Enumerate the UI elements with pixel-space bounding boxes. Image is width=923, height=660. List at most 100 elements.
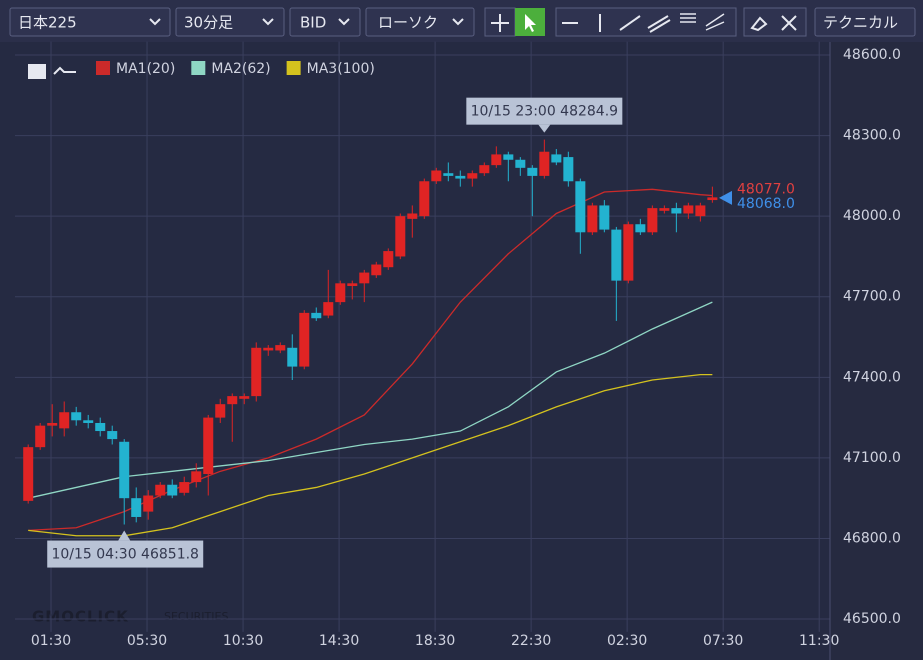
candle-body <box>239 396 250 399</box>
candle-body <box>227 396 238 405</box>
timeframe-text: 30分足 <box>184 14 233 32</box>
candle-body <box>527 167 538 176</box>
candle-body <box>335 283 346 303</box>
candle-body <box>635 224 646 233</box>
candle-body <box>407 213 418 219</box>
candle-body <box>179 482 190 493</box>
candle-body <box>587 205 598 233</box>
candle-body <box>359 272 370 284</box>
candle-body <box>263 347 274 351</box>
x-tick-label: 02:30 <box>607 633 647 649</box>
candle-body <box>347 283 358 287</box>
candle-body <box>143 495 154 512</box>
candle-body <box>479 165 490 174</box>
candle-body <box>671 208 682 214</box>
y-tick-label: 47400.0 <box>843 369 901 385</box>
symbol-select[interactable]: 日本225 <box>9 7 171 37</box>
legend-swatch <box>96 61 110 75</box>
annotation-box <box>466 97 623 125</box>
candle-body <box>167 484 178 496</box>
x-tick-label: 11:30 <box>799 633 839 649</box>
candle-body <box>59 412 70 429</box>
candle-body <box>299 312 310 367</box>
style-text: ローソク <box>378 14 438 32</box>
candle-body <box>683 205 694 214</box>
technical-button[interactable]: テクニカル <box>814 7 916 37</box>
annotation-text: 10/15 23:00 48284.9 <box>471 104 619 120</box>
style-select[interactable]: ローソク <box>365 7 475 37</box>
candle-body <box>599 205 610 230</box>
candle-body <box>395 216 406 257</box>
candle-body <box>47 422 58 426</box>
timeframe-select[interactable]: 30分足 <box>175 7 285 37</box>
ma-line <box>28 301 713 499</box>
candle-body <box>191 471 202 483</box>
price-label: 48077.0 <box>737 181 795 197</box>
candle-body <box>443 173 454 176</box>
candle-body <box>119 441 130 499</box>
candle-body <box>611 229 622 281</box>
candle-body <box>419 181 430 217</box>
legend-label: MA1(20) <box>116 61 175 77</box>
candle-body <box>203 417 214 475</box>
candle-body <box>575 181 586 233</box>
candle-body <box>23 447 34 501</box>
candle-body <box>35 425 46 448</box>
candle-body <box>131 498 142 517</box>
candle-body <box>107 431 118 440</box>
y-tick-label: 46800.0 <box>843 530 901 546</box>
crosshair-button[interactable] <box>484 7 516 37</box>
candle-body <box>95 422 106 432</box>
candle-body <box>491 154 502 166</box>
candle-body <box>275 345 286 351</box>
legend-swatch <box>286 61 301 75</box>
x-tick-label: 10:30 <box>223 633 263 649</box>
candle-body <box>455 175 466 179</box>
candle-body <box>383 251 394 268</box>
draw-tools[interactable] <box>555 7 737 37</box>
legend-label: MA3(100) <box>307 61 375 77</box>
annotation-text: 10/15 04:30 46851.8 <box>51 547 199 563</box>
watermark-sub: SECURITIES <box>164 610 228 623</box>
y-tick-label: 47700.0 <box>843 289 901 305</box>
annotation-pointer <box>118 530 131 541</box>
symbol-text: 日本225 <box>18 14 77 32</box>
price-type-select[interactable]: BID <box>289 7 361 37</box>
candle-body <box>503 154 514 160</box>
price-label: 48068.0 <box>737 196 795 212</box>
candle-body <box>155 484 166 496</box>
candle-body <box>251 347 262 397</box>
annotation-pointer <box>538 124 551 133</box>
candle-body <box>83 420 94 423</box>
x-tick-label: 22:30 <box>511 633 551 649</box>
candle-body <box>659 208 670 211</box>
x-tick-label: 05:30 <box>127 633 167 649</box>
candle-body <box>695 205 706 217</box>
candle-body <box>467 173 478 179</box>
watermark-brand: GMOCLICK <box>32 608 129 626</box>
candle-body <box>311 312 322 319</box>
legend-icons <box>28 64 76 79</box>
technical-text: テクニカル <box>823 14 898 32</box>
candle-body <box>647 208 658 233</box>
x-tick-label: 01:30 <box>31 633 71 649</box>
candle-body <box>215 404 226 418</box>
y-tick-label: 48000.0 <box>843 208 901 224</box>
y-tick-label: 46500.0 <box>843 611 901 627</box>
y-tick-label: 47100.0 <box>843 450 901 466</box>
candle-body <box>707 197 718 201</box>
erase-tools[interactable] <box>743 7 807 37</box>
pointer-button[interactable] <box>515 8 545 36</box>
x-tick-label: 07:30 <box>703 633 743 649</box>
candle-body <box>551 154 562 163</box>
candle-body <box>563 157 574 182</box>
legend-label: MA2(62) <box>211 61 270 77</box>
candle-body <box>515 159 526 168</box>
candle-body <box>71 412 82 421</box>
y-tick-label: 48300.0 <box>843 128 901 144</box>
legend-swatch <box>191 61 206 75</box>
candle-body <box>371 264 382 276</box>
candle-body <box>323 302 334 316</box>
candle-body <box>431 170 442 182</box>
